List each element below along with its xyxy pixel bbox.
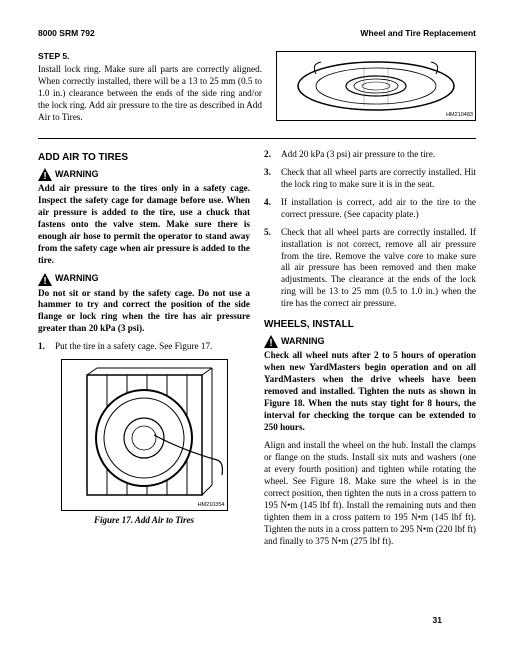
step-2-text: Add 20 kPa (3 psi) air pressure to the t… <box>281 149 476 161</box>
step-number: 1. <box>38 341 49 353</box>
page-header: 8000 SRM 792 Wheel and Tire Replacement <box>38 28 476 39</box>
right-column: 2. Add 20 kPa (3 psi) air pressure to th… <box>264 149 476 554</box>
warning-3-text: Check all wheel nuts after 2 to 5 hours … <box>264 350 476 434</box>
warning-icon: ! <box>38 273 52 286</box>
header-right: Wheel and Tire Replacement <box>360 28 476 39</box>
warning-label: WARNING <box>55 273 99 285</box>
step-4-text: If installation is correct, add air to t… <box>281 197 476 221</box>
warning-icon: ! <box>38 168 52 181</box>
svg-text:!: ! <box>43 276 46 286</box>
step-1-text: Put the tire in a safety cage. See Figur… <box>55 341 250 353</box>
step-item-5: 5. Check that all wheel parts are correc… <box>264 227 476 311</box>
step-item-4: 4. If installation is correct, add air t… <box>264 197 476 221</box>
page-number: 31 <box>433 615 442 626</box>
step-item-3: 3. Check that all wheel parts are correc… <box>264 167 476 191</box>
step5-block: STEP 5. Install lock ring. Make sure all… <box>38 51 476 130</box>
figure-top-ref: HM210483 <box>446 112 473 119</box>
warning-heading-3: ! WARNING <box>264 335 476 348</box>
step-5-text: Check that all wheel parts are correctly… <box>281 227 476 311</box>
step5-label: STEP 5. <box>38 51 262 62</box>
section-divider <box>38 138 476 139</box>
two-column-body: ADD AIR TO TIRES ! WARNING Add air press… <box>38 149 476 554</box>
warning-1-text: Add air pressure to the tires only in a … <box>38 183 250 267</box>
warning-heading-1: ! WARNING <box>38 168 250 181</box>
step-number: 3. <box>264 167 275 191</box>
svg-text:!: ! <box>269 338 272 348</box>
warning-label: WARNING <box>281 336 325 348</box>
warning-label: WARNING <box>55 169 99 181</box>
add-air-title: ADD AIR TO TIRES <box>38 151 250 164</box>
figure-17: HM210354 <box>61 359 228 511</box>
header-left: 8000 SRM 792 <box>38 28 95 39</box>
step-3-text: Check that all wheel parts are correctly… <box>281 167 476 191</box>
figure-top: HM210483 <box>276 51 476 121</box>
step-item-2: 2. Add 20 kPa (3 psi) air pressure to th… <box>264 149 476 161</box>
step-number: 5. <box>264 227 275 311</box>
warning-2-text: Do not sit or stand by the safety cage. … <box>38 288 250 336</box>
wheels-body-1: Align and install the wheel on the hub. … <box>264 440 476 548</box>
step-number: 2. <box>264 149 275 161</box>
step-item-1: 1. Put the tire in a safety cage. See Fi… <box>38 341 250 353</box>
svg-text:!: ! <box>43 171 46 181</box>
figure-17-ref: HM210354 <box>198 502 225 509</box>
left-column: ADD AIR TO TIRES ! WARNING Add air press… <box>38 149 250 554</box>
step-number: 4. <box>264 197 275 221</box>
warning-icon: ! <box>264 335 278 348</box>
figure-17-caption: Figure 17. Add Air to Tires <box>38 515 250 527</box>
warning-heading-2: ! WARNING <box>38 273 250 286</box>
wheels-install-title: WHEELS, INSTALL <box>264 318 476 331</box>
step5-text: Install lock ring. Make sure all parts a… <box>38 64 262 124</box>
